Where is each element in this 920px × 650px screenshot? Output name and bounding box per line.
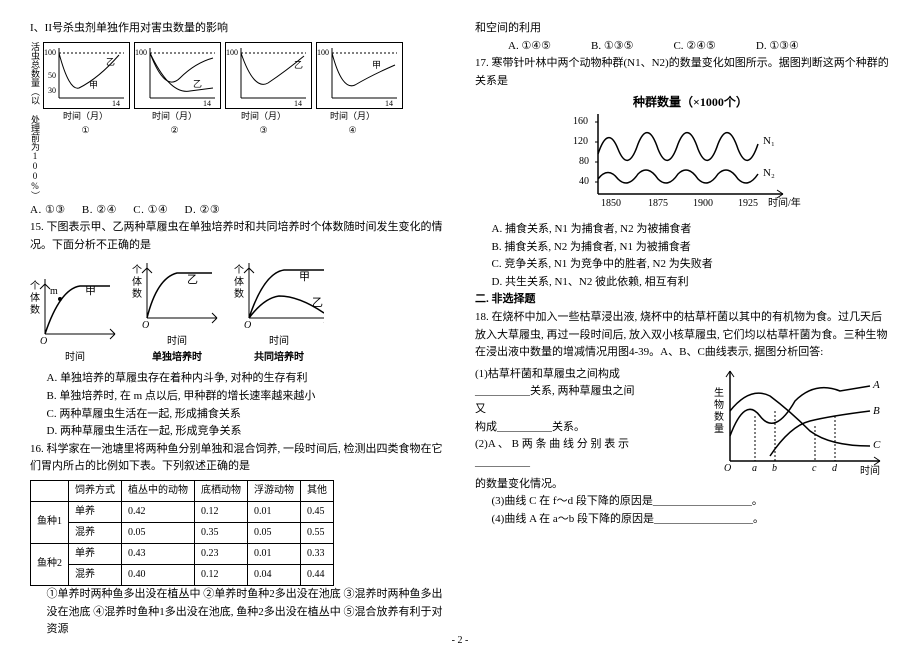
q17-opt-d: D. 共生关系, N1、N2 彼此依赖, 相互有利 (475, 274, 890, 292)
svg-text:数: 数 (30, 303, 40, 316)
svg-text:乙: 乙 (193, 79, 202, 89)
svg-text:甲: 甲 (85, 285, 96, 297)
svg-text:O: O (40, 336, 47, 344)
q18-stem: 18. 在烧杯中加入一些枯草浸出液, 烧杯中的枯草杆菌以其中的有机物为食。过几天… (475, 309, 890, 362)
svg-text:100: 100 (44, 48, 56, 57)
svg-text:个: 个 (30, 280, 40, 292)
svg-text:甲: 甲 (89, 80, 98, 90)
svg-text:1875: 1875 (648, 198, 668, 209)
svg-text:体: 体 (30, 292, 40, 304)
svg-text:甲: 甲 (372, 60, 381, 70)
svg-text:数: 数 (234, 287, 244, 300)
svg-text:C: C (873, 439, 881, 451)
q16-choices: A. ①④⑤ B. ①③⑤ C. ②④⑤ D. ①③④ (508, 38, 890, 56)
svg-text:种群数量（×1000个）: 种群数量（×1000个） (632, 94, 748, 109)
svg-text:个: 个 (234, 264, 244, 276)
svg-text:乙: 乙 (294, 60, 303, 70)
svg-text:甲: 甲 (299, 271, 310, 283)
svg-text:14: 14 (294, 99, 302, 108)
q15-stem: 15. 下图表示甲、乙两种草履虫在单独培养时和共同培养时个体数随时间发生变化的情… (30, 219, 445, 254)
q14-choices: A. ①③ B. ②④ C. ①④ D. ②③ (30, 202, 445, 220)
svg-text:100: 100 (317, 48, 329, 57)
q16-cont: 和空间的利用 (475, 20, 890, 38)
svg-text:O: O (244, 320, 251, 328)
svg-text:14: 14 (112, 99, 120, 108)
svg-text:时间/年: 时间/年 (768, 196, 801, 209)
q14-stem: I、II号杀虫剂单独作用对害虫数量的影响 (30, 20, 445, 38)
svg-text:数: 数 (132, 287, 142, 300)
svg-text:50: 50 (48, 71, 56, 80)
q16-opts: ①单养时两种鱼多出没在植丛中 ②单养时鱼种2多出没在池底 ③混养时两种鱼多出没在… (30, 586, 445, 639)
mini-chart-3: 100 乙 14 (225, 42, 312, 109)
left-column: I、II号杀虫剂单独作用对害虫数量的影响 活虫总数量（以 处理前为100%） 1… (30, 20, 445, 639)
q15-opt-b: B. 单独培养时, 在 m 点以后, 甲种群的增长速率越来越小 (30, 388, 445, 406)
svg-text:14: 14 (203, 99, 211, 108)
svg-text:80: 80 (579, 156, 589, 167)
caption-solo: 单独培养时 (132, 350, 222, 366)
q16-table: 饲养方式 植丛中的动物 底栖动物 浮游动物 其他 鱼种1 单养0.420.120… (30, 480, 334, 586)
svg-text:乙: 乙 (312, 296, 323, 309)
q15-opt-c: C. 两种草履虫生活在一起, 形成捕食关系 (30, 406, 445, 424)
svg-text:1900: 1900 (693, 198, 713, 209)
svg-text:N₂: N₂ (763, 167, 775, 179)
q18-4: (4)曲线 A 在 a～b 段下降的原因是__________________。 (475, 511, 890, 529)
q17-chart: 种群数量（×1000个） 160 120 80 40 N₁ N₂ 1850 (475, 94, 890, 221)
q17-opt-a: A. 捕食关系, N1 为捕食者, N2 为被捕食者 (475, 221, 890, 239)
svg-text:a: a (752, 463, 757, 474)
svg-text:乙: 乙 (187, 273, 198, 286)
svg-text:120: 120 (573, 136, 588, 147)
svg-text:1925: 1925 (738, 198, 758, 209)
svg-text:N₁: N₁ (763, 135, 775, 147)
svg-text:O: O (142, 320, 149, 328)
page-footer: - 2 - (0, 635, 920, 646)
svg-text:个: 个 (132, 264, 142, 276)
svg-text:数: 数 (714, 410, 724, 423)
svg-text:1850: 1850 (601, 198, 621, 209)
q15-opt-d: D. 两种草履虫生活在一起, 形成竞争关系 (30, 423, 445, 441)
svg-text:b: b (772, 463, 777, 474)
svg-text:时间: 时间 (860, 464, 880, 476)
svg-text:O: O (724, 463, 731, 474)
svg-text:量: 量 (714, 423, 724, 435)
section-2: 二. 非选择题 (475, 291, 890, 309)
svg-text:体: 体 (234, 276, 244, 288)
svg-text:A: A (872, 379, 880, 391)
caption-co: 共同培养时 (234, 350, 324, 366)
q18-3: (3)曲线 C 在 f～d 段下降的原因是__________________。 (475, 493, 890, 511)
x-axis-label: 时间 (234, 334, 324, 350)
q18-2-cont: 的数量变化情况。 (475, 476, 890, 494)
q16-stem: 16. 科学家在一池塘里将两种鱼分别单独和混合饲养, 一段时间后, 检测出四类食… (30, 441, 445, 476)
q17-stem: 17. 寒带针叶林中两个动物种群(N1、N2)的数量变化如图所示。据图判断这两个… (475, 55, 890, 90)
x-axis-label: 时间 (30, 350, 120, 366)
mini-chart-4: 100 甲 14 (316, 42, 403, 109)
svg-text:30: 30 (48, 86, 56, 95)
svg-text:生: 生 (714, 386, 724, 399)
svg-text:物: 物 (714, 398, 724, 411)
svg-text:160: 160 (573, 116, 588, 127)
svg-text:40: 40 (579, 176, 589, 187)
svg-text:c: c (812, 463, 817, 474)
svg-text:14: 14 (385, 99, 393, 108)
q18-body: (1)枯草杆菌和草履虫之间构成 __________关系, 两种草履虫之间 又 … (475, 366, 890, 476)
mini-chart-2: 100 乙 14 (134, 42, 221, 109)
right-column: 和空间的利用 A. ①④⑤ B. ①③⑤ C. ②④⑤ D. ①③④ 17. 寒… (475, 20, 890, 639)
svg-text:B: B (873, 405, 880, 417)
q15-opt-a: A. 单独培养的草履虫存在着种内斗争, 对种的生存有利 (30, 370, 445, 388)
q14-charts: 活虫总数量（以 处理前为100%） 100 50 30 甲 (30, 42, 445, 200)
svg-text:m: m (50, 286, 58, 297)
svg-text:100: 100 (135, 48, 147, 57)
svg-text:100: 100 (226, 48, 238, 57)
ylabel: 活虫总数量（以 处理前为100%） (30, 42, 39, 200)
q18-chart: A B C a b c d 生 物 数 量 O 时间 (710, 366, 890, 476)
x-axis-label: 时间 (132, 334, 222, 350)
q15-charts: m 甲 个 体 数 O 时间 乙 个 体 数 (30, 258, 445, 366)
svg-text:乙: 乙 (106, 57, 115, 67)
svg-text:d: d (832, 463, 838, 474)
q17-opt-c: C. 竞争关系, N1 为竞争中的胜者, N2 为失败者 (475, 256, 890, 274)
mini-chart-1: 100 50 30 甲 乙 14 (43, 42, 130, 109)
svg-text:体: 体 (132, 276, 142, 288)
q17-opt-b: B. 捕食关系, N2 为捕食者, N1 为被捕食者 (475, 239, 890, 257)
